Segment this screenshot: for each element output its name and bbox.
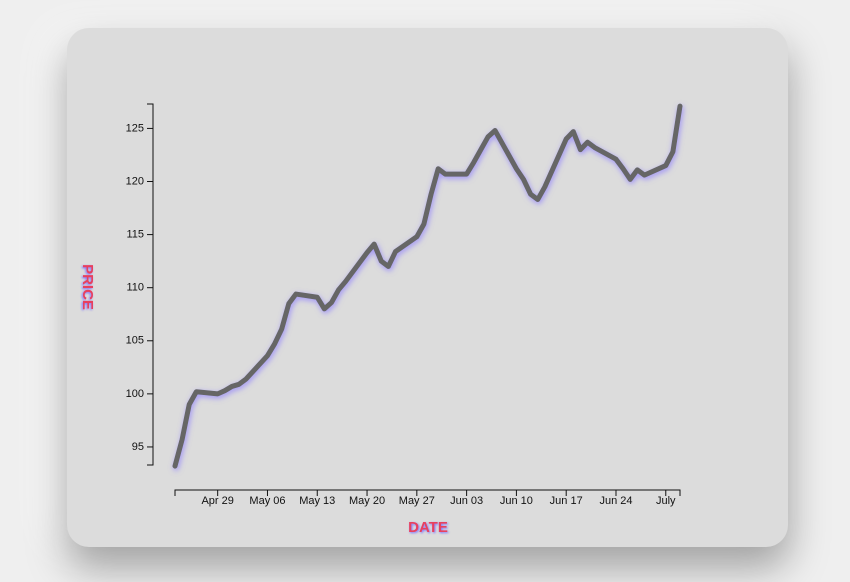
x-tick-label: May 13 [299,495,335,507]
chart-card [67,28,788,547]
y-tick-label: 95 [132,441,144,453]
y-tick-label: 115 [126,229,144,241]
y-tick-label: 125 [126,122,144,134]
y-tick-label: 110 [126,282,144,294]
y-tick-label: 105 [126,335,144,347]
y-tick-label: 100 [126,388,144,400]
x-axis-title: DATE [408,519,448,536]
x-tick-label: Jun 17 [550,495,583,507]
x-tick-label: May 27 [399,495,435,507]
y-tick-label: 120 [126,175,144,187]
x-axis [174,489,681,496]
x-tick-label: Jun 24 [599,495,632,507]
y-axis [147,103,154,466]
x-tick-label: May 20 [349,495,385,507]
x-tick-label: May 06 [249,495,285,507]
price-line [172,103,683,469]
y-axis-title: PRICE [79,264,96,310]
x-tick-label: Apr 29 [201,495,233,507]
x-tick-label: Jun 10 [500,495,533,507]
x-tick-label: Jun 03 [450,495,483,507]
x-tick-label: July [656,495,676,507]
